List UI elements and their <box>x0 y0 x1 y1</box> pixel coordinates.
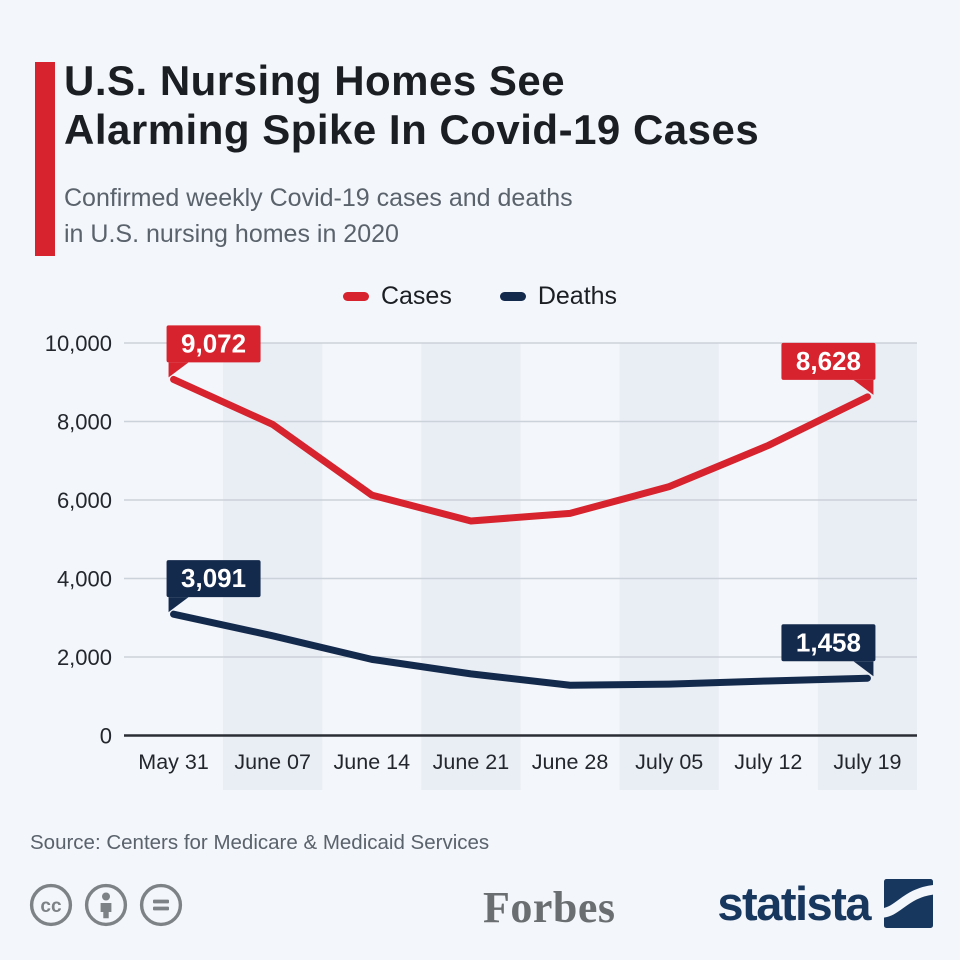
column-band <box>619 343 719 790</box>
y-tick-label: 4,000 <box>57 567 112 592</box>
legend-label-deaths: Deaths <box>537 282 618 310</box>
column-band <box>421 343 521 790</box>
page-subtitle: Confirmed weekly Covid-19 cases and deat… <box>64 180 573 252</box>
x-tick-label: July 05 <box>635 750 703 774</box>
deaths-legend-marker-icon <box>499 292 526 301</box>
title-line-1: U.S. Nursing Homes See <box>64 57 566 104</box>
subtitle-line-2: in U.S. nursing homes in 2020 <box>64 220 399 248</box>
callout-pointer <box>853 379 874 395</box>
deaths-line <box>170 610 871 689</box>
x-tick-label: June 28 <box>532 750 609 774</box>
value-callout-text: 9,072 <box>181 328 246 358</box>
value-callout-box <box>166 560 261 598</box>
value-callout-box <box>781 624 876 662</box>
cases-legend-marker-icon <box>342 292 369 301</box>
equal-icon <box>139 883 183 927</box>
statista-swoosh-icon <box>884 879 933 928</box>
subtitle-line-1: Confirmed weekly Covid-19 cases and deat… <box>64 184 573 212</box>
legend-item-deaths: Deaths <box>499 282 618 311</box>
cc-icon: cc <box>29 883 73 927</box>
x-tick-label: May 31 <box>138 750 209 774</box>
y-tick-label: 2,000 <box>57 645 112 670</box>
x-tick-label: June 14 <box>334 750 411 774</box>
callout-pointer <box>168 597 189 613</box>
page-title: U.S. Nursing Homes See Alarming Spike In… <box>64 56 759 154</box>
column-band <box>817 343 917 790</box>
forbes-logo: Forbes <box>483 883 616 932</box>
attribution-icon <box>84 883 128 927</box>
statista-wordmark: statista <box>717 877 871 930</box>
x-tick-label: June 21 <box>433 750 510 774</box>
legend-item-cases: Cases <box>342 282 452 311</box>
svg-text:cc: cc <box>40 896 62 917</box>
y-tick-label: 10,000 <box>45 331 112 356</box>
callout-pointer <box>853 661 874 677</box>
y-tick-label: 8,000 <box>57 410 112 435</box>
statista-logo: statista <box>717 876 933 931</box>
chart-legend: Cases Deaths <box>0 282 960 311</box>
license-icons: cc <box>28 882 184 928</box>
legend-label-cases: Cases <box>380 282 452 310</box>
source-note: Source: Centers for Medicare & Medicaid … <box>30 831 490 854</box>
x-tick-label: July 12 <box>734 750 802 774</box>
value-callout-text: 3,091 <box>181 563 246 593</box>
title-accent-bar <box>35 62 55 256</box>
y-tick-label: 0 <box>100 724 112 749</box>
value-callout-text: 8,628 <box>796 346 861 376</box>
callout-pointer <box>168 362 189 378</box>
value-callout-text: 1,458 <box>796 627 861 657</box>
value-callout-box <box>166 325 261 363</box>
title-line-2: Alarming Spike In Covid-19 Cases <box>64 106 760 153</box>
x-tick-label: June 07 <box>234 750 311 774</box>
cases-line <box>170 375 871 525</box>
x-tick-label: July 19 <box>833 750 901 774</box>
value-callout-box <box>781 342 876 380</box>
y-tick-label: 6,000 <box>57 488 112 513</box>
